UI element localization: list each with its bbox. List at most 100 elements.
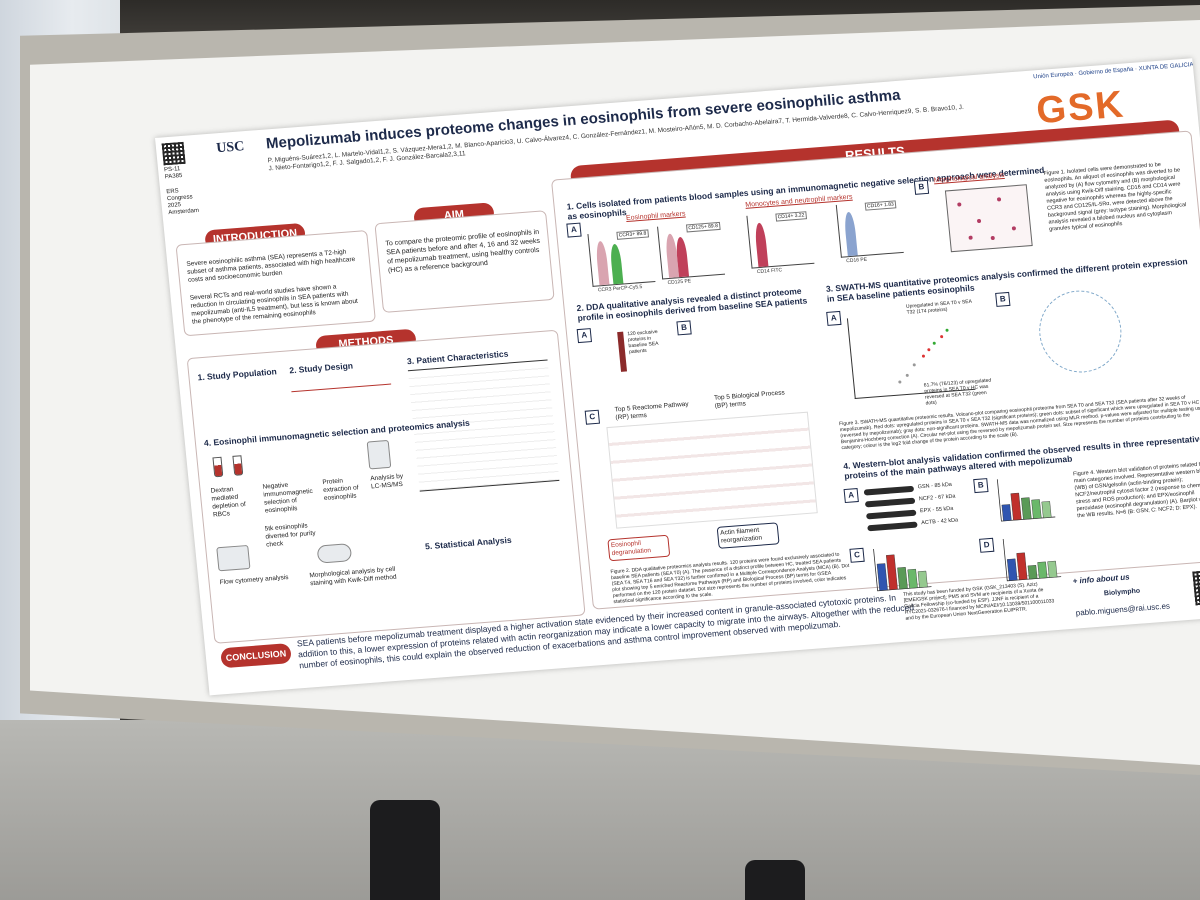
- data-point: [927, 348, 931, 352]
- intro-point-2: Several RCTs and real-world studies have…: [189, 283, 359, 326]
- gate-label: CD16+ 1.83: [864, 200, 897, 211]
- band-label: EPX - 55 kDa: [919, 505, 954, 515]
- exclusive-proteins: 120 exclusive proteins in baseline SEA p…: [627, 328, 659, 356]
- gate-label: CCR3+ 89.8: [616, 229, 649, 240]
- bar-hc: [1006, 558, 1018, 581]
- bar-hc: [1001, 504, 1012, 522]
- results-box: 1. Cells isolated from patients blood sa…: [550, 130, 1200, 610]
- result-3-heading: 3. SWATH-MS quantitative proteomics anal…: [825, 256, 1189, 304]
- bar-sea-t32: [917, 570, 928, 588]
- aim-box: To compare the proteomic profile of eosi…: [374, 210, 555, 313]
- western-blot-band: [866, 509, 917, 520]
- bar-sea-t32: [1041, 501, 1052, 519]
- bar-sea-t4: [1027, 565, 1038, 580]
- statistical-heading: 5. Statistical Analysis: [424, 534, 513, 552]
- eosinophil-cell: [976, 218, 982, 224]
- flow-histogram-cd14: CD14+ 3.22 CD14 FITC: [746, 210, 815, 275]
- bar-sea-t0: [1016, 552, 1028, 581]
- bar-chart-gsn: [996, 479, 1056, 522]
- data-point: [905, 373, 909, 378]
- panel-c-label: C: [849, 547, 865, 563]
- panel-b-label: B: [913, 179, 930, 195]
- marker-peak: [843, 211, 858, 257]
- band-label: GSN - 85 kDa: [917, 481, 953, 491]
- congress-logo: ERS Congress 2025 Amsterdam: [166, 188, 200, 217]
- bar-sea-t0: [885, 554, 898, 591]
- qr-code-icon: [1192, 568, 1200, 606]
- panel-a-label: A: [843, 488, 859, 504]
- eosinophil-cell: [996, 197, 1002, 202]
- data-point: [912, 363, 916, 367]
- person-silhouette: [745, 860, 805, 900]
- conclusion-heading: CONCLUSION: [220, 643, 292, 669]
- gate-label: CD125+ 89.8: [685, 221, 721, 233]
- data-point: [945, 328, 949, 332]
- study-design-heading: 2. Study Design: [288, 360, 354, 376]
- axis-label: CD14 FITC: [756, 267, 783, 276]
- marker-peak: [754, 222, 769, 268]
- degranulation-label: Eosinophil degranulation: [607, 534, 671, 562]
- dot-plot: [606, 411, 818, 529]
- methods-box: 1. Study Population 2. Study Design 3. P…: [186, 329, 586, 644]
- flow-label: Flow cytometry analysis: [219, 573, 289, 587]
- bar-chart-epx: [1002, 538, 1062, 582]
- bp-title: Top 5 Biological Process (BP) terms: [713, 389, 786, 410]
- timeline: [291, 383, 392, 393]
- poster: PS-11 PA385 ERS Congress 2025 Amsterdam …: [155, 58, 1200, 696]
- university-logo: USC: [215, 139, 246, 157]
- method-step-2: Negative immunomagnetic selection of eos…: [262, 481, 314, 515]
- person-silhouette: [370, 800, 440, 900]
- study-population-heading: 1. Study Population: [197, 366, 278, 383]
- panel-a-label: A: [826, 310, 842, 326]
- microscope-slide-icon: [316, 543, 353, 564]
- axis-label: CD16 PE: [846, 256, 868, 265]
- western-blot-band: [863, 485, 915, 496]
- bar-sea-t4: [1021, 497, 1032, 520]
- reactome-title: Top 5 Reactome Pathway (RP) terms: [614, 400, 689, 422]
- panel-b-label: B: [676, 320, 692, 336]
- isotype-peak: [595, 240, 610, 286]
- mass-spectrometer-icon: [366, 439, 392, 470]
- bar-chart-ncf2: [873, 548, 932, 592]
- actin-label: Actin filament reorganization: [716, 522, 780, 549]
- data-point: [921, 354, 926, 358]
- poster-code: PS-11 PA385: [163, 166, 183, 181]
- panel-a-label: A: [576, 328, 592, 344]
- intro-point-1: Severe eosinophilic asthma (SEA) represe…: [186, 248, 356, 284]
- contact-email: pablo.miguens@rai.usc.es: [1075, 601, 1171, 618]
- data-point: [932, 341, 936, 345]
- lab-logo: Biolympho: [1103, 587, 1141, 598]
- figure-1-caption: Figure 1. Isolated cells were demonstrat…: [1043, 161, 1187, 233]
- flow-cytometer-icon: [216, 544, 251, 572]
- panel-b-label: B: [973, 478, 989, 494]
- aim-text: To compare the proteomic profile of eosi…: [385, 228, 541, 275]
- circular-net-plot: [1035, 287, 1126, 376]
- tube-icon: [212, 456, 224, 478]
- band-label: NCF2 - 67 kDa: [918, 493, 956, 503]
- purity-check: 5tk eosinophils diverted for purity chec…: [264, 522, 316, 549]
- morphology-image: [944, 184, 1033, 253]
- bar-sea-t32: [1047, 560, 1058, 578]
- introduction-box: Severe eosinophilic asthma (SEA) represe…: [175, 229, 376, 337]
- upset-bar: [617, 331, 628, 372]
- bar-sea-t16: [907, 568, 918, 589]
- band-label: ACTB - 42 kDa: [920, 517, 959, 527]
- eosinophil-cell: [968, 235, 973, 240]
- eosinophil-cell: [1011, 226, 1017, 231]
- figure-4-caption: Figure 4. Western blot validation of pro…: [1072, 460, 1200, 520]
- tube-icon: [232, 455, 244, 476]
- method-step-1: Dextran mediated depletion of RBCs: [210, 485, 247, 519]
- axis-label: CCR3 PerCP-Cy5.5: [597, 284, 643, 294]
- axis-label: CD125 PE: [667, 278, 692, 287]
- data-point: [898, 380, 902, 384]
- flow-histogram-cd125: CD125+ 89.8 CD125 PE: [657, 221, 726, 286]
- flow-histogram-ccr3: CCR3+ 89.8 CCR3 PerCP-Cy5.5: [587, 229, 656, 293]
- bar-sea-t16: [1037, 561, 1048, 579]
- bar-hc: [876, 563, 888, 591]
- info-label: + info about us: [1072, 572, 1131, 586]
- method-step-4: Analysis by LC-MS/MS: [369, 472, 404, 491]
- morph-label: Morphological analysis by cell staining …: [309, 565, 397, 588]
- reversed-percentage: 61.7% (76/123) of upregulated proteins i…: [923, 377, 992, 407]
- data-point: [939, 335, 944, 339]
